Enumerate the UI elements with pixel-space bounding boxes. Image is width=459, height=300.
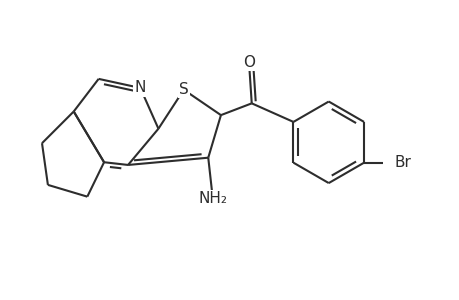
Text: NH₂: NH₂ [198, 191, 227, 206]
Text: O: O [242, 55, 254, 70]
Text: S: S [179, 82, 188, 97]
Text: Br: Br [393, 155, 410, 170]
Text: N: N [134, 80, 146, 95]
